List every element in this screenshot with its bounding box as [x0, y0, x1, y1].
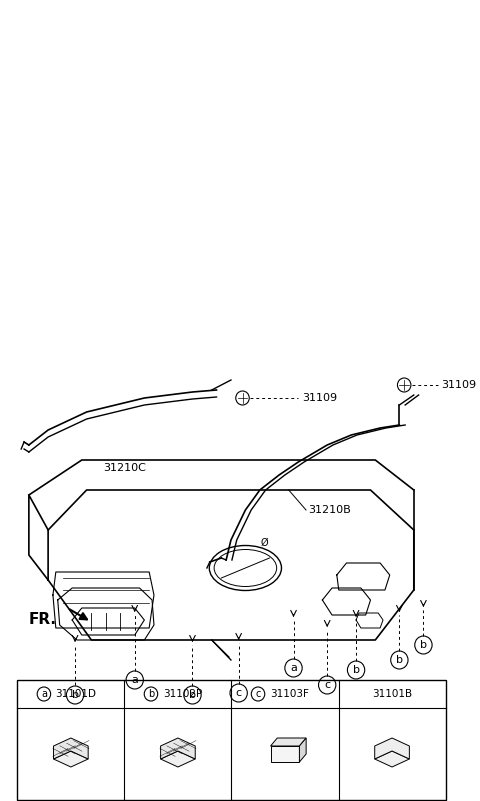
- Circle shape: [397, 378, 411, 392]
- Text: b: b: [420, 640, 427, 650]
- Text: b: b: [148, 689, 154, 699]
- Polygon shape: [161, 738, 195, 759]
- Text: a: a: [41, 689, 47, 699]
- Text: a: a: [132, 675, 138, 685]
- Text: b: b: [353, 665, 360, 675]
- Polygon shape: [271, 746, 300, 762]
- Text: 31210B: 31210B: [308, 505, 351, 515]
- Text: Ø: Ø: [261, 538, 268, 548]
- Polygon shape: [271, 738, 306, 746]
- Polygon shape: [375, 738, 409, 759]
- Text: 31103F: 31103F: [270, 689, 309, 699]
- Polygon shape: [54, 738, 88, 759]
- Text: a: a: [290, 663, 297, 673]
- Text: c: c: [324, 680, 330, 690]
- Polygon shape: [375, 751, 409, 767]
- Text: b: b: [72, 690, 79, 700]
- Text: 31109: 31109: [441, 380, 476, 390]
- Circle shape: [236, 391, 249, 405]
- Text: 31102P: 31102P: [163, 689, 203, 699]
- Text: 31210C: 31210C: [104, 463, 146, 473]
- Text: c: c: [236, 688, 242, 698]
- Text: c: c: [255, 689, 261, 699]
- Polygon shape: [161, 751, 195, 767]
- Text: 31101D: 31101D: [55, 689, 96, 699]
- Text: FR.: FR.: [29, 613, 57, 627]
- Text: b: b: [189, 690, 196, 700]
- Text: 31101B: 31101B: [372, 689, 412, 699]
- Polygon shape: [54, 751, 88, 767]
- Polygon shape: [300, 738, 306, 762]
- Text: 31109: 31109: [302, 393, 337, 403]
- Text: b: b: [396, 655, 403, 665]
- Bar: [17, 680, 445, 800]
